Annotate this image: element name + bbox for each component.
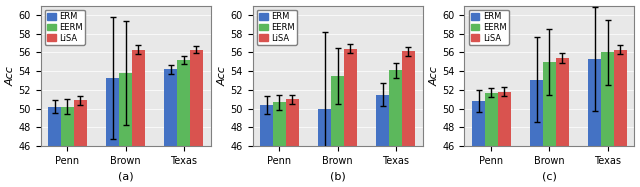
Bar — [273, 102, 286, 187]
Bar — [260, 105, 273, 187]
Bar — [318, 109, 331, 187]
Bar — [190, 50, 203, 187]
Bar — [132, 50, 145, 187]
Y-axis label: Acc: Acc — [429, 66, 440, 86]
Bar — [614, 50, 627, 187]
Y-axis label: Acc: Acc — [6, 66, 15, 86]
Bar — [498, 92, 511, 187]
Bar — [331, 76, 344, 187]
Bar — [286, 99, 299, 187]
Bar — [376, 95, 389, 187]
Bar — [472, 101, 485, 187]
X-axis label: (a): (a) — [118, 171, 133, 181]
Bar — [389, 70, 402, 187]
X-axis label: (b): (b) — [330, 171, 346, 181]
Bar — [48, 107, 61, 187]
Bar — [61, 107, 74, 187]
Bar — [588, 59, 601, 187]
Y-axis label: Acc: Acc — [218, 66, 227, 86]
Bar — [74, 100, 86, 187]
Legend: ERM, EERM, LiSA: ERM, EERM, LiSA — [257, 10, 297, 45]
Legend: ERM, EERM, LiSA: ERM, EERM, LiSA — [45, 10, 85, 45]
Bar — [543, 62, 556, 187]
Bar — [177, 60, 190, 187]
Bar — [556, 58, 568, 187]
Bar — [485, 93, 498, 187]
Bar — [531, 80, 543, 187]
Bar — [164, 69, 177, 187]
Bar — [601, 52, 614, 187]
Bar — [344, 49, 356, 187]
X-axis label: (c): (c) — [542, 171, 557, 181]
Bar — [119, 73, 132, 187]
Bar — [106, 78, 119, 187]
Legend: ERM, EERM, LiSA: ERM, EERM, LiSA — [468, 10, 509, 45]
Bar — [402, 51, 415, 187]
